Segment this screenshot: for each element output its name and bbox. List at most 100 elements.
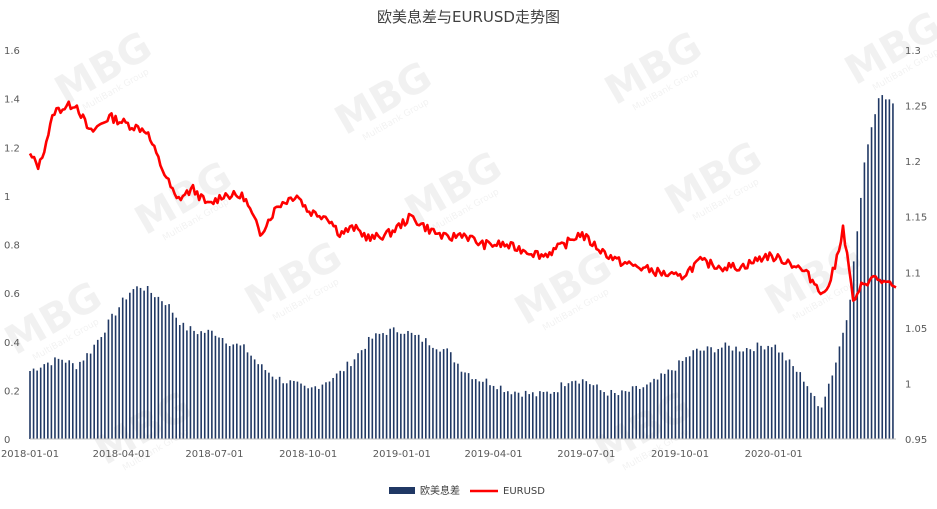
bar (467, 373, 470, 439)
bar (892, 103, 894, 440)
chart-title: 欧美息差与EURUSD走势图 (377, 8, 560, 26)
bar (770, 347, 773, 439)
bar (435, 349, 438, 439)
y-left-tick-label: 0.8 (4, 241, 20, 252)
bar (228, 346, 231, 439)
y-left-tick-label: 1.2 (4, 143, 20, 154)
bar (432, 347, 434, 439)
bar (560, 382, 563, 439)
bar (332, 377, 334, 439)
bar (724, 342, 727, 439)
bar (200, 331, 202, 439)
bar (610, 389, 613, 439)
bar (164, 305, 167, 439)
bar (642, 387, 645, 439)
bar (186, 330, 188, 439)
y-right-tick-label: 1.25 (905, 102, 927, 113)
bar (325, 382, 327, 439)
bar (71, 363, 74, 439)
eurusd-line (28, 100, 897, 302)
bar (121, 297, 124, 439)
bar (531, 392, 534, 439)
bar (806, 386, 809, 439)
bar (285, 383, 288, 439)
bar (385, 334, 388, 439)
right-axis: 0.95 1 1.05 1.1 1.15 1.2 1.25 1.3 (905, 46, 927, 446)
bar (742, 351, 744, 439)
bar (628, 391, 630, 439)
bar (799, 372, 802, 439)
bar (189, 326, 192, 439)
bar (763, 349, 766, 439)
bar (574, 380, 577, 439)
left-axis: 0 0.2 0.4 0.6 0.8 1 1.2 1.4 1.6 (4, 46, 20, 446)
bar (795, 371, 798, 439)
bar (453, 362, 456, 439)
y-left-tick-label: 1.4 (4, 95, 20, 106)
bar (635, 385, 637, 439)
bar (503, 392, 506, 439)
bar (835, 362, 837, 439)
bar (803, 381, 805, 439)
bar (403, 333, 406, 439)
bar (549, 393, 552, 439)
bar (499, 385, 502, 439)
y-left-tick-label: 0.6 (4, 289, 20, 300)
bar (260, 364, 263, 439)
bar (303, 385, 306, 439)
bar (564, 386, 566, 439)
bar (278, 376, 281, 439)
y-right-tick-label: 1.05 (905, 324, 927, 335)
bar (474, 379, 477, 439)
x-axis: 2018-01-01 2018-04-01 2018-07-01 2018-10-01… (1, 449, 803, 460)
bar (817, 406, 819, 439)
bar (706, 346, 709, 439)
x-tick-label: 2018-04-01 (93, 449, 151, 460)
bar (517, 392, 520, 439)
y-right-tick-label: 1 (905, 379, 911, 390)
bar (168, 304, 170, 439)
bar (29, 371, 31, 439)
bar (36, 370, 38, 439)
bar (275, 379, 277, 439)
bar (492, 385, 495, 439)
y-left-tick-label: 0 (4, 435, 10, 446)
bar (813, 396, 816, 439)
bar (446, 348, 449, 439)
bar (482, 381, 484, 439)
x-tick-label: 2020-01-01 (745, 449, 803, 460)
bar (471, 379, 473, 439)
bar (703, 350, 705, 439)
bar (464, 372, 466, 439)
bar (485, 378, 488, 439)
bar (685, 357, 687, 439)
bar (243, 344, 245, 439)
bar (749, 349, 752, 439)
bar (521, 396, 523, 439)
bar (507, 391, 509, 439)
x-tick-label: 2019-01-01 (373, 449, 431, 460)
y-right-tick-label: 1.3 (905, 46, 921, 57)
bar (788, 359, 791, 439)
bar (214, 335, 217, 439)
bar (589, 384, 591, 439)
bar (79, 361, 81, 439)
bar (318, 388, 320, 439)
bar (671, 370, 673, 439)
x-tick-label: 2018-01-01 (1, 449, 59, 460)
bar (357, 353, 359, 439)
bar (378, 333, 381, 439)
bar (539, 391, 541, 439)
bar (760, 345, 762, 439)
bar (585, 381, 588, 439)
bar (157, 296, 160, 439)
bar (257, 364, 260, 439)
x-tick-label: 2019-10-01 (651, 449, 709, 460)
y-right-tick-label: 0.95 (905, 435, 927, 446)
bar (745, 348, 748, 439)
bar (196, 334, 199, 439)
bar (39, 367, 42, 439)
